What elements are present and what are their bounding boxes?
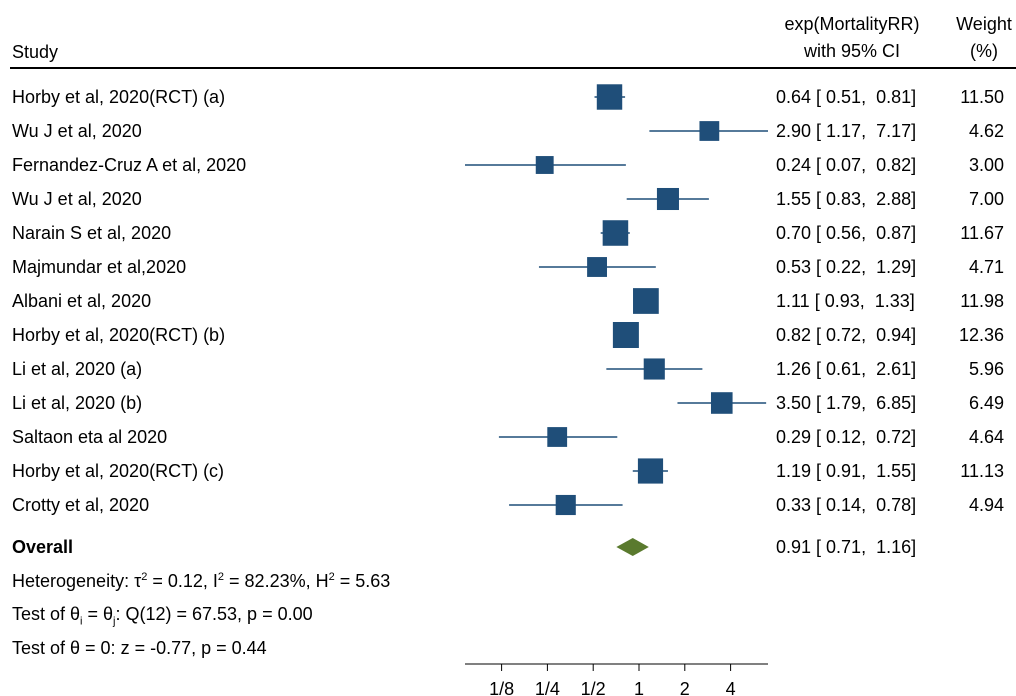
study-name: Narain S et al, 2020 — [12, 223, 172, 243]
study-ci-text: 1.19 [ 0.91, 1.55] — [776, 461, 917, 481]
x-axis-tick-label: 4 — [726, 679, 736, 696]
study-ci-text: 1.26 [ 0.61, 2.61] — [776, 359, 917, 379]
tau-symbol: τ — [134, 571, 142, 591]
study-weight-text: 11.98 — [960, 291, 1004, 311]
heterogeneity-prefix: Heterogeneity: — [12, 571, 135, 591]
study-name: Majmundar et al,2020 — [12, 257, 187, 277]
x-axis-tick-label: 1 — [634, 679, 644, 696]
study-name: Horby et al, 2020(RCT) (a) — [12, 87, 226, 107]
study-ci-text: 0.24 [ 0.07, 0.82] — [776, 155, 917, 175]
study-ci-text: 2.90 [ 1.17, 7.17] — [776, 121, 917, 141]
homogeneity-test: Test of θi = θj: Q(12) = 67.53, p = 0.00 — [12, 604, 313, 627]
study-weight-text: 12.36 — [958, 325, 1004, 345]
h-sup: 2 — [328, 571, 335, 583]
overall-diamond — [616, 538, 649, 556]
effect-column-header-line1: exp(MortalityRR) — [784, 14, 920, 34]
study-ci-text: 3.50 [ 1.79, 6.85] — [776, 393, 917, 413]
overall-ci-text: 0.91 [ 0.71, 1.16] — [776, 537, 917, 557]
study-marker — [656, 187, 679, 211]
study-name: Horby et al, 2020(RCT) (c) — [12, 461, 225, 481]
h-symbol: H — [315, 571, 329, 591]
study-name: Albani et al, 2020 — [12, 291, 152, 311]
study-marker — [535, 156, 554, 174]
study-marker — [710, 392, 733, 414]
overall-label: Overall — [12, 537, 74, 557]
study-weight-text: 6.49 — [968, 393, 1004, 413]
x-axis-tick-label: 2 — [680, 679, 690, 696]
study-name: Saltaon eta al 2020 — [12, 427, 168, 447]
i-sup: 2 — [217, 571, 225, 583]
study-name: Li et al, 2020 (b) — [12, 393, 143, 413]
study-marker — [547, 427, 568, 447]
study-weight-text: 3.00 — [968, 155, 1004, 175]
study-weight-text: 11.13 — [960, 461, 1004, 481]
study-ci-text: 0.64 [ 0.51, 0.81] — [776, 87, 917, 107]
homog-c: : Q(12) = 67.53, p = 0.00 — [115, 604, 313, 624]
header-rule — [10, 67, 1016, 69]
i-value: = 82.23%, — [224, 571, 316, 591]
weight-column-header-line2: (%) — [970, 41, 998, 61]
study-name: Crotty et al, 2020 — [12, 495, 150, 515]
zero-test: Test of θ = 0: z = -0.77, p = 0.44 — [12, 638, 267, 658]
study-weight-text: 11.50 — [960, 87, 1004, 107]
x-axis-tick-label: 1/8 — [489, 679, 514, 696]
homog-sub-j: j — [113, 615, 116, 628]
study-name: Wu J et al, 2020 — [12, 189, 142, 209]
study-marker — [587, 257, 607, 277]
study-marker — [699, 121, 720, 141]
study-marker — [612, 322, 639, 348]
effect-column-header-line2: with 95% CI — [803, 41, 901, 61]
homog-a: Test of θ — [12, 604, 81, 624]
study-name: Li et al, 2020 (a) — [12, 359, 143, 379]
h-value: = 5.63 — [334, 571, 391, 591]
study-name: Horby et al, 2020(RCT) (b) — [12, 325, 226, 345]
study-marker — [643, 358, 665, 380]
study-ci-text: 0.33 [ 0.14, 0.78] — [776, 495, 917, 515]
study-marker — [633, 288, 659, 314]
x-axis-tick-label: 1/2 — [581, 679, 606, 696]
study-marker — [637, 458, 664, 484]
x-axis-tick-label: 1/4 — [535, 679, 560, 696]
study-weight-text: 4.62 — [968, 121, 1004, 141]
study-marker — [596, 84, 623, 110]
study-ci-text: 0.70 [ 0.56, 0.87] — [776, 223, 917, 243]
heterogeneity-stats: Heterogeneity: τ2 = 0.12, I2 = 82.23%, H… — [12, 571, 390, 591]
study-column-header: Study — [12, 42, 59, 62]
study-name: Wu J et al, 2020 — [12, 121, 142, 141]
study-marker — [602, 220, 629, 246]
i-symbol: I — [212, 571, 218, 591]
tau-sup: 2 — [141, 571, 148, 583]
study-weight-text: 4.71 — [968, 257, 1004, 277]
study-ci-text: 0.29 [ 0.12, 0.72] — [776, 427, 917, 447]
study-ci-text: 1.55 [ 0.83, 2.88] — [776, 189, 917, 209]
homog-b: = θ — [82, 604, 114, 624]
study-weight-text: 4.94 — [968, 495, 1004, 515]
homog-sub-i: i — [80, 615, 83, 628]
study-ci-text: 0.53 [ 0.22, 1.29] — [776, 257, 917, 277]
study-weight-text: 11.67 — [960, 223, 1004, 243]
study-weight-text: 4.64 — [968, 427, 1004, 447]
study-name: Fernandez-Cruz A et al, 2020 — [12, 155, 247, 175]
study-ci-text: 0.82 [ 0.72, 0.94] — [776, 325, 917, 345]
study-ci-text: 1.11 [ 0.93, 1.33] — [776, 291, 915, 311]
study-marker — [555, 494, 576, 516]
tau-value: = 0.12, — [147, 571, 213, 591]
study-weight-text: 5.96 — [968, 359, 1004, 379]
weight-column-header-line1: Weight — [956, 14, 1012, 34]
study-weight-text: 7.00 — [968, 189, 1004, 209]
